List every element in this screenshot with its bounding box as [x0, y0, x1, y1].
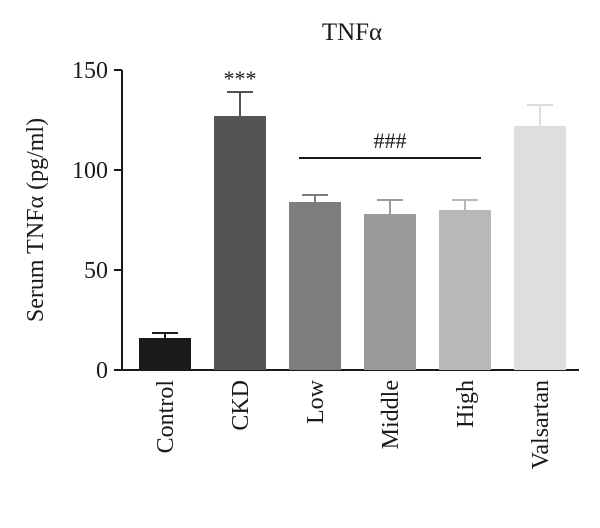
category-label-middle: Middle [378, 380, 404, 449]
error-bars [152, 91, 553, 338]
chart-title: TNFα [322, 19, 382, 46]
significance-annotations: *** ### [224, 66, 481, 159]
y-axis-label: Serum TNFα (pg/ml) [23, 118, 49, 322]
category-label-high: High [453, 380, 479, 428]
category-label-low: Low [303, 379, 329, 424]
bar-valsartan [514, 126, 566, 370]
y-axis-ticks: 0 50 100 150 [72, 58, 122, 384]
bar-ckd [214, 116, 266, 370]
y-tick-label: 150 [72, 58, 108, 84]
y-tick-label: 100 [72, 158, 108, 184]
bar-high [439, 210, 491, 370]
category-label-control: Control [153, 380, 179, 454]
bar-series [139, 116, 566, 370]
bar-middle [364, 214, 416, 370]
category-label-valsartan: Valsartan [528, 380, 554, 469]
y-tick-label: 50 [84, 258, 108, 284]
ckd-significance-marker: *** [224, 66, 257, 91]
y-tick-label: 0 [96, 358, 108, 384]
bar-low [289, 202, 341, 370]
category-label-ckd: CKD [228, 380, 254, 431]
group-significance-marker: ### [374, 128, 407, 153]
category-labels: Control CKD Low Middle High Valsartan [153, 379, 554, 469]
bar-control [139, 338, 191, 370]
